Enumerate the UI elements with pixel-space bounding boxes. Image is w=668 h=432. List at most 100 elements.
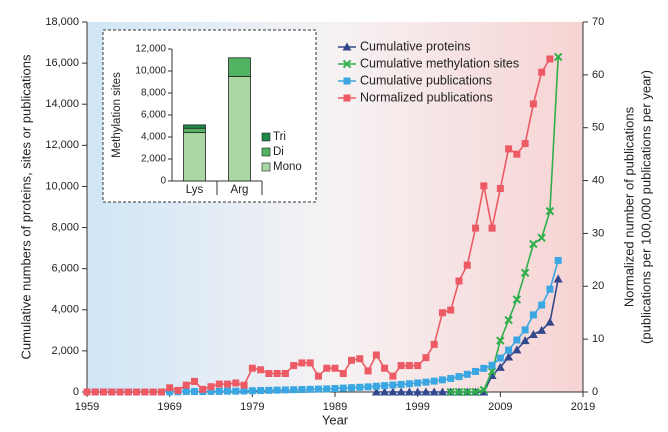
marker — [414, 362, 422, 370]
marker — [348, 356, 356, 364]
x-tick-label: Arg — [231, 184, 249, 196]
marker — [124, 388, 132, 396]
marker — [331, 364, 339, 372]
marker — [554, 256, 562, 264]
y-tick-label: 4,000 — [51, 304, 79, 316]
marker — [513, 150, 521, 158]
marker — [529, 100, 537, 108]
marker — [182, 388, 190, 396]
marker — [199, 385, 207, 393]
marker — [413, 387, 423, 396]
marker — [546, 285, 554, 293]
marker — [232, 387, 240, 395]
marker — [396, 387, 406, 396]
marker — [298, 386, 306, 394]
marker — [141, 388, 149, 396]
marker — [133, 388, 141, 396]
marker — [224, 380, 232, 388]
marker — [414, 379, 422, 387]
x-tick-label: Lys — [186, 184, 204, 196]
marker — [314, 372, 322, 380]
marker — [480, 364, 488, 372]
legend-label: Cumulative methylation sites — [360, 56, 519, 70]
marker — [273, 370, 281, 377]
marker — [553, 52, 563, 62]
marker — [454, 387, 464, 397]
y2-axis-title: (publications per 100,000 publications p… — [638, 70, 653, 344]
marker — [149, 388, 157, 396]
marker — [364, 367, 372, 375]
marker — [388, 387, 398, 396]
marker — [157, 388, 165, 396]
y-tick-label: 2,000 — [51, 345, 79, 357]
marker — [265, 370, 273, 377]
marker — [512, 295, 522, 304]
y-tick-label: 8,000 — [51, 221, 79, 233]
y2-tick-label: 30 — [592, 227, 604, 239]
marker — [520, 268, 530, 277]
y2-axis-title: Normalized number of publications — [621, 106, 636, 307]
legend-label: Di — [273, 146, 284, 158]
y2-tick-label: 50 — [592, 122, 604, 134]
marker — [455, 373, 463, 381]
marker — [505, 346, 513, 354]
marker — [520, 336, 530, 345]
marker — [472, 367, 480, 375]
y2-tick-label: 10 — [592, 333, 604, 345]
y2-tick-label: 20 — [592, 280, 604, 292]
marker — [495, 362, 505, 371]
marker — [174, 386, 182, 394]
marker — [421, 387, 431, 396]
y-tick-label: 0 — [73, 386, 79, 398]
y2-tick-label: 0 — [592, 386, 598, 398]
marker — [372, 382, 380, 390]
y2-tick-label: 40 — [592, 174, 604, 186]
marker — [248, 387, 256, 395]
marker — [348, 384, 356, 392]
marker — [166, 384, 174, 392]
marker — [487, 367, 497, 376]
marker — [182, 381, 190, 389]
marker — [281, 386, 289, 394]
marker — [488, 224, 496, 232]
marker — [447, 306, 455, 314]
marker — [281, 370, 289, 377]
marker — [429, 387, 439, 396]
marker — [290, 386, 298, 394]
marker — [232, 379, 240, 387]
marker — [505, 145, 513, 153]
x-tick-label: 2009 — [488, 401, 512, 413]
marker — [207, 383, 215, 391]
y-tick-label: 18,000 — [45, 16, 79, 28]
marker — [521, 140, 529, 148]
x-tick-label: 1969 — [157, 401, 181, 413]
marker — [471, 387, 480, 397]
marker — [240, 387, 248, 395]
marker — [529, 239, 538, 249]
y-tick-label: 14,000 — [45, 98, 79, 110]
legend-label: Mono — [273, 161, 302, 173]
marker — [455, 277, 463, 285]
marker — [298, 359, 306, 367]
marker — [306, 359, 314, 367]
x-tick-label: 1999 — [405, 401, 429, 413]
marker — [323, 385, 331, 393]
marker — [463, 387, 472, 397]
legend-marker — [343, 77, 351, 85]
marker — [257, 366, 265, 374]
x-tick-label: 1989 — [323, 401, 347, 413]
series-line — [87, 260, 559, 393]
marker — [207, 387, 215, 395]
legend-label: Normalized publications — [360, 90, 493, 104]
marker — [472, 224, 480, 232]
y-tick-label: 2,000 — [141, 154, 166, 165]
marker — [190, 388, 198, 396]
y-tick-label: 16,000 — [45, 57, 79, 69]
bar-segment — [183, 127, 206, 133]
marker — [437, 387, 447, 396]
legend-swatch — [261, 147, 271, 157]
marker — [528, 329, 538, 338]
y-tick-label: 4,000 — [141, 132, 166, 143]
marker — [447, 374, 455, 382]
